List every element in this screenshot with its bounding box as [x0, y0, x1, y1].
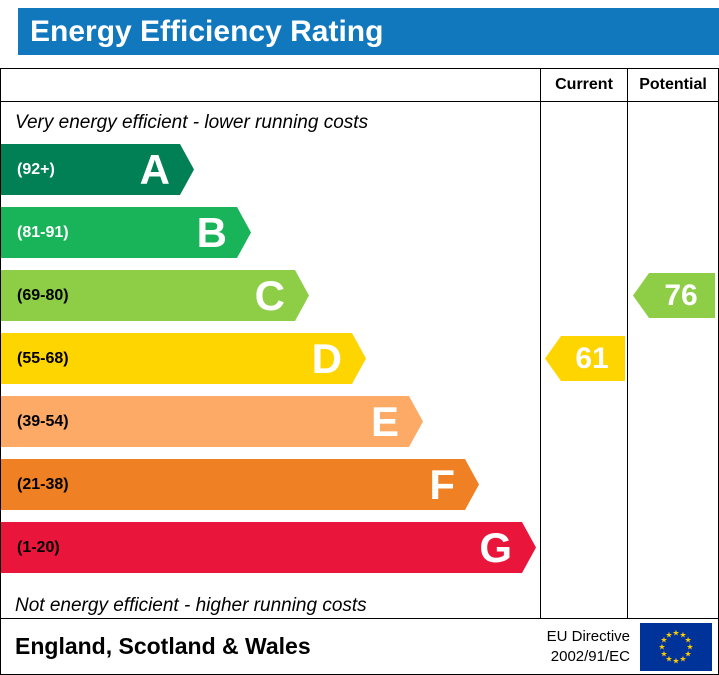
band-bar: (55-68) D — [1, 333, 366, 384]
svg-text:★: ★ — [658, 642, 665, 651]
chart-header-spacer — [1, 69, 541, 101]
band-range-label: (92+) — [17, 160, 55, 178]
band-letter: E — [370, 397, 399, 445]
svg-text:★: ★ — [672, 628, 679, 637]
band-row: (81-91) B — [1, 207, 540, 258]
potential-column-header: Potential — [639, 76, 707, 93]
potential-rating-pointer: 76 — [633, 273, 715, 318]
chart-body: Very energy efficient - lower running co… — [1, 102, 718, 618]
svg-text:★: ★ — [665, 630, 672, 639]
top-note: Very energy efficient - lower running co… — [15, 112, 369, 133]
bands-column: Very energy efficient - lower running co… — [1, 102, 541, 618]
svg-text:★: ★ — [679, 654, 686, 663]
band-row: (39-54) E — [1, 396, 540, 447]
eu-flag-icon: ★ ★ ★ ★ ★ ★ ★ ★ ★ ★ ★ ★ — [640, 622, 712, 671]
page-title: Energy Efficiency Rating — [18, 8, 719, 55]
eu-directive-line2: 2002/91/EC — [550, 647, 630, 665]
chart-footer: England, Scotland & Wales EU Directive 2… — [1, 618, 718, 674]
band-row: (55-68) D — [1, 333, 540, 384]
eu-directive-line1: EU Directive — [546, 628, 630, 645]
svg-text:★: ★ — [685, 649, 692, 658]
band-letter: G — [479, 523, 512, 571]
band-letter: D — [311, 334, 342, 382]
region-label: England, Scotland & Wales — [15, 633, 311, 659]
band-row: (92+) A — [1, 144, 540, 195]
band-range-label: (1-20) — [17, 538, 60, 556]
band-letter: B — [196, 208, 227, 256]
band-range-label: (69-80) — [17, 286, 69, 304]
current-column-header: Current — [541, 69, 628, 101]
current-column — [541, 102, 628, 618]
band-letter: F — [429, 460, 455, 508]
band-letter: C — [254, 271, 285, 319]
eu-directive-label: EU Directive 2002/91/EC — [547, 627, 630, 666]
chart-header-row: Current Potential — [1, 69, 718, 102]
svg-text:★: ★ — [679, 630, 686, 639]
potential-column — [628, 102, 718, 618]
svg-text:★: ★ — [686, 642, 693, 651]
band-bar: (69-80) C — [1, 270, 309, 321]
svg-text:★: ★ — [672, 656, 679, 665]
page-title-text: Energy Efficiency Rating — [30, 15, 384, 48]
band-bar: (92+) A — [1, 144, 194, 195]
band-bar: (21-38) F — [1, 459, 479, 510]
bottom-note: Not energy efficient - higher running co… — [15, 595, 367, 616]
svg-text:★: ★ — [665, 654, 672, 663]
band-row: (21-38) F — [1, 459, 540, 510]
epc-chart: Current Potential Very energy efficient … — [0, 68, 719, 675]
band-bar: (1-20) G — [1, 522, 536, 573]
band-bar: (39-54) E — [1, 396, 423, 447]
band-bar: (81-91) B — [1, 207, 251, 258]
band-row: (1-20) G — [1, 522, 540, 573]
band-range-label: (81-91) — [17, 223, 69, 241]
band-letter: A — [139, 145, 170, 193]
svg-text:★: ★ — [660, 649, 667, 658]
band-row: (69-80) C — [1, 270, 540, 321]
bands-container: (92+) A (81-91) B (69-80) C (55-68) D (3… — [1, 144, 540, 573]
svg-text:★: ★ — [660, 635, 667, 644]
band-range-label: (21-38) — [17, 475, 69, 493]
band-range-label: (55-68) — [17, 349, 69, 367]
current-rating-pointer: 61 — [545, 336, 625, 381]
svg-text:★: ★ — [685, 635, 692, 644]
band-range-label: (39-54) — [17, 412, 69, 430]
